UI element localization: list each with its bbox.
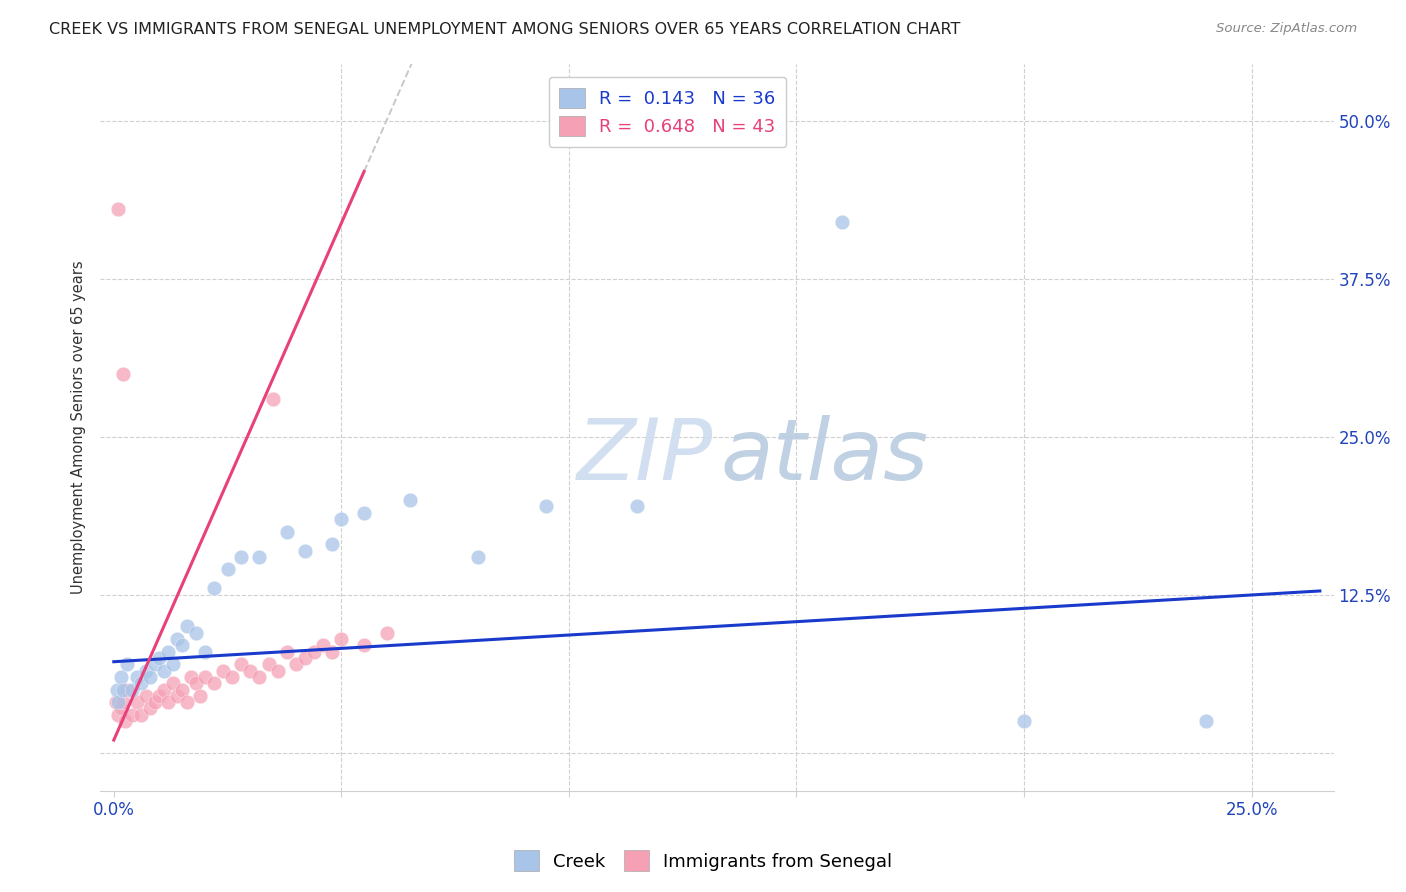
Point (139, 670, 162, 684)
Text: Source: ZipAtlas.com: Source: ZipAtlas.com (1216, 22, 1357, 36)
Point (107, 707, 129, 722)
Point (330, 632, 353, 646)
Point (121, 682, 143, 697)
Point (153, 664, 176, 678)
Point (188, 689, 211, 703)
Point (1012, 714, 1035, 728)
Point (239, 664, 262, 678)
Text: atlas: atlas (720, 415, 928, 498)
Point (162, 657, 184, 672)
Point (114, 714, 136, 728)
Point (129, 676, 152, 690)
Point (217, 562, 239, 576)
Point (121, 707, 143, 722)
Point (125, 695, 148, 709)
Point (157, 645, 180, 659)
Point (375, 625, 398, 640)
Point (135, 664, 157, 678)
Point (111, 367, 134, 381)
Point (321, 537, 343, 551)
Point (398, 493, 420, 508)
Legend: R =  0.143   N = 36, R =  0.648   N = 43: R = 0.143 N = 36, R = 0.648 N = 43 (548, 77, 786, 147)
Point (129, 707, 152, 722)
Point (139, 701, 162, 715)
Point (153, 682, 176, 697)
Point (117, 657, 139, 672)
Point (212, 664, 235, 678)
Point (276, 524, 298, 539)
Point (110, 670, 132, 684)
Point (107, 682, 129, 697)
Point (262, 392, 284, 406)
Point (125, 670, 148, 684)
Point (107, 695, 129, 709)
Point (194, 645, 217, 659)
Point (202, 582, 225, 596)
Point (143, 695, 166, 709)
Point (162, 676, 184, 690)
Point (166, 632, 188, 646)
Point (276, 645, 298, 659)
Text: ZIP: ZIP (576, 415, 713, 498)
Point (202, 676, 225, 690)
Point (330, 512, 353, 526)
Point (221, 670, 243, 684)
Point (294, 651, 316, 665)
Point (111, 682, 134, 697)
Point (148, 689, 170, 703)
Point (467, 549, 489, 564)
Point (184, 676, 207, 690)
Point (534, 500, 557, 514)
Point (170, 638, 193, 652)
Point (284, 657, 307, 672)
Point (312, 638, 335, 652)
Point (143, 657, 166, 672)
Point (194, 670, 217, 684)
Point (831, 215, 853, 229)
Point (180, 670, 202, 684)
Point (105, 695, 128, 709)
Point (321, 645, 343, 659)
Point (170, 682, 193, 697)
Point (176, 695, 198, 709)
Point (111, 695, 134, 709)
Point (231, 549, 253, 564)
Point (148, 651, 170, 665)
Point (302, 645, 325, 659)
Point (184, 625, 207, 640)
Point (626, 500, 648, 514)
Point (110, 701, 132, 715)
Point (166, 689, 188, 703)
Point (294, 543, 316, 558)
Point (249, 549, 271, 564)
Point (117, 682, 139, 697)
Point (135, 689, 157, 703)
Text: CREEK VS IMMIGRANTS FROM SENEGAL UNEMPLOYMENT AMONG SENIORS OVER 65 YEARS CORREL: CREEK VS IMMIGRANTS FROM SENEGAL UNEMPLO… (49, 22, 960, 37)
Point (1195, 714, 1218, 728)
Point (107, 202, 129, 217)
Point (157, 695, 180, 709)
Point (257, 657, 280, 672)
Point (353, 638, 375, 652)
Point (176, 619, 198, 633)
Point (249, 670, 271, 684)
Point (353, 506, 375, 520)
Point (231, 657, 253, 672)
Y-axis label: Unemployment Among Seniors over 65 years: Unemployment Among Seniors over 65 years (72, 260, 86, 594)
Legend: Creek, Immigrants from Senegal: Creek, Immigrants from Senegal (506, 843, 900, 879)
Point (266, 664, 288, 678)
